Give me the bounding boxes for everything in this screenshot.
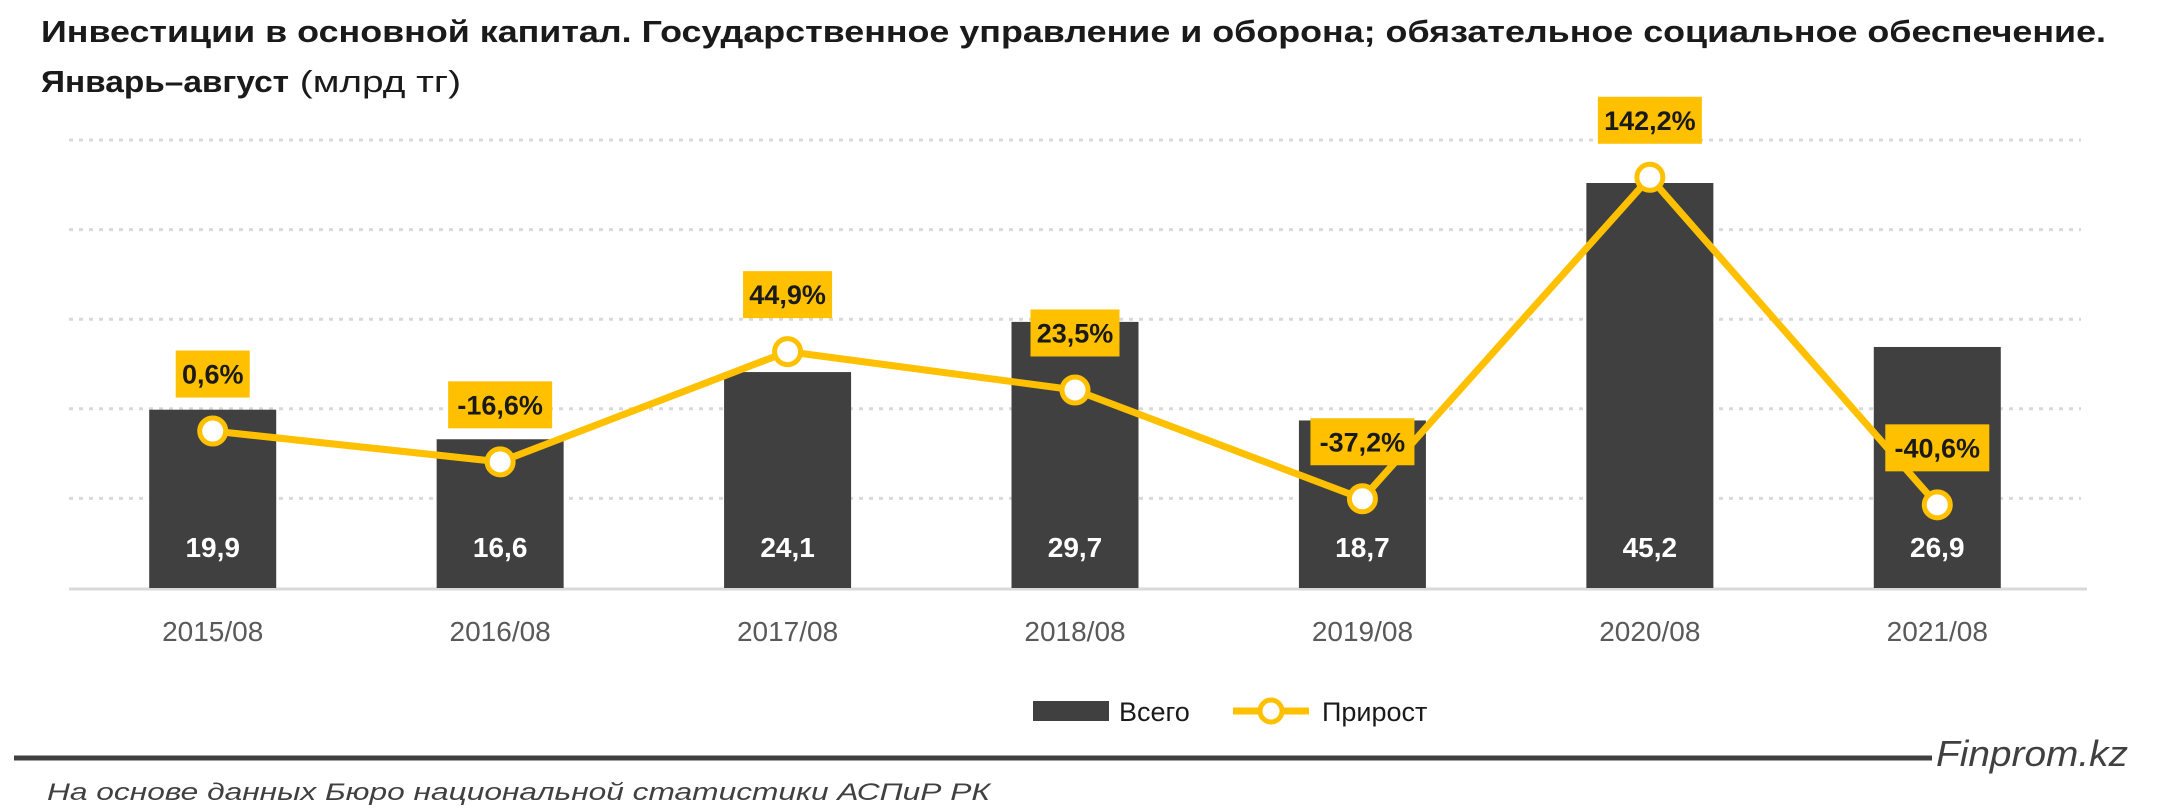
growth-label-box: [1310, 418, 1415, 466]
growth-label-box: [743, 271, 833, 319]
bar-value-label: 29,7: [1048, 532, 1103, 563]
x-tick-label: 2016/08: [450, 616, 551, 647]
growth-marker: [1346, 483, 1378, 515]
x-tick-label: 2019/08: [1312, 616, 1413, 647]
bar-value-label: 24,1: [760, 532, 815, 563]
x-tick-label: 2015/08: [162, 616, 263, 647]
growth-value-label: 23,5%: [1037, 318, 1114, 348]
source-note: На основе данных Бюро национальной стати…: [47, 779, 992, 806]
x-tick-label: 2021/08: [1887, 616, 1988, 647]
growth-marker: [1921, 489, 1953, 521]
bar: [1586, 183, 1714, 588]
growth-value-label: -16,6%: [457, 390, 543, 420]
x-tick-label: 2017/08: [737, 616, 838, 647]
growth-label-box: [1597, 96, 1702, 144]
legend: Всего Прирост: [1033, 697, 1427, 727]
bar-value-label: 16,6: [473, 532, 528, 563]
subtitle-period: Январь–август: [41, 64, 289, 99]
chart-subtitle: Январь–август (млрд тг): [41, 64, 461, 99]
growth-label-box: [1030, 309, 1120, 357]
x-tick-label: 2020/08: [1599, 616, 1700, 647]
bar: [1011, 321, 1139, 588]
brand-logo: Finprom.kz: [1936, 733, 2128, 774]
legend-label-total: Всего: [1119, 697, 1190, 727]
legend-swatch-growth-marker: [1257, 697, 1285, 725]
growth-label-box: [448, 381, 553, 429]
x-tick-label: 2018/08: [1024, 616, 1125, 647]
legend-swatch-total: [1033, 701, 1109, 721]
bar-value-label: 19,9: [185, 532, 240, 563]
bar-value-label: 45,2: [1623, 532, 1678, 563]
growth-marker: [772, 336, 804, 368]
growth-line: 0,6% -16,6% 44,9% 23,5% -37,2% 142,2% -40,6%: [175, 96, 1990, 521]
growth-marker: [197, 415, 229, 447]
growth-marker: [1059, 374, 1091, 406]
growth-label-box: [1885, 424, 1990, 472]
gridlines: [69, 138, 2087, 591]
growth-marker: [1634, 161, 1666, 193]
growth-value-label: 44,9%: [749, 280, 826, 310]
chart-title: Инвестиции в основной капитал. Государст…: [41, 14, 2106, 49]
subtitle-unit: (млрд тг): [289, 64, 461, 99]
growth-value-label: 0,6%: [182, 360, 244, 390]
growth-value-label: 142,2%: [1604, 106, 1696, 136]
x-axis-labels: 2015/08 2016/08 2017/08 2018/08 2019/08 2020/…: [162, 616, 1988, 647]
growth-label-box: [175, 350, 250, 398]
bar-value-label: 18,7: [1335, 532, 1390, 563]
growth-marker: [484, 446, 516, 478]
growth-value-label: -40,6%: [1895, 433, 1981, 463]
legend-label-growth: Прирост: [1322, 697, 1427, 727]
bar: [724, 372, 852, 588]
growth-value-label: -37,2%: [1320, 427, 1406, 457]
bar-value-label: 26,9: [1910, 532, 1965, 563]
